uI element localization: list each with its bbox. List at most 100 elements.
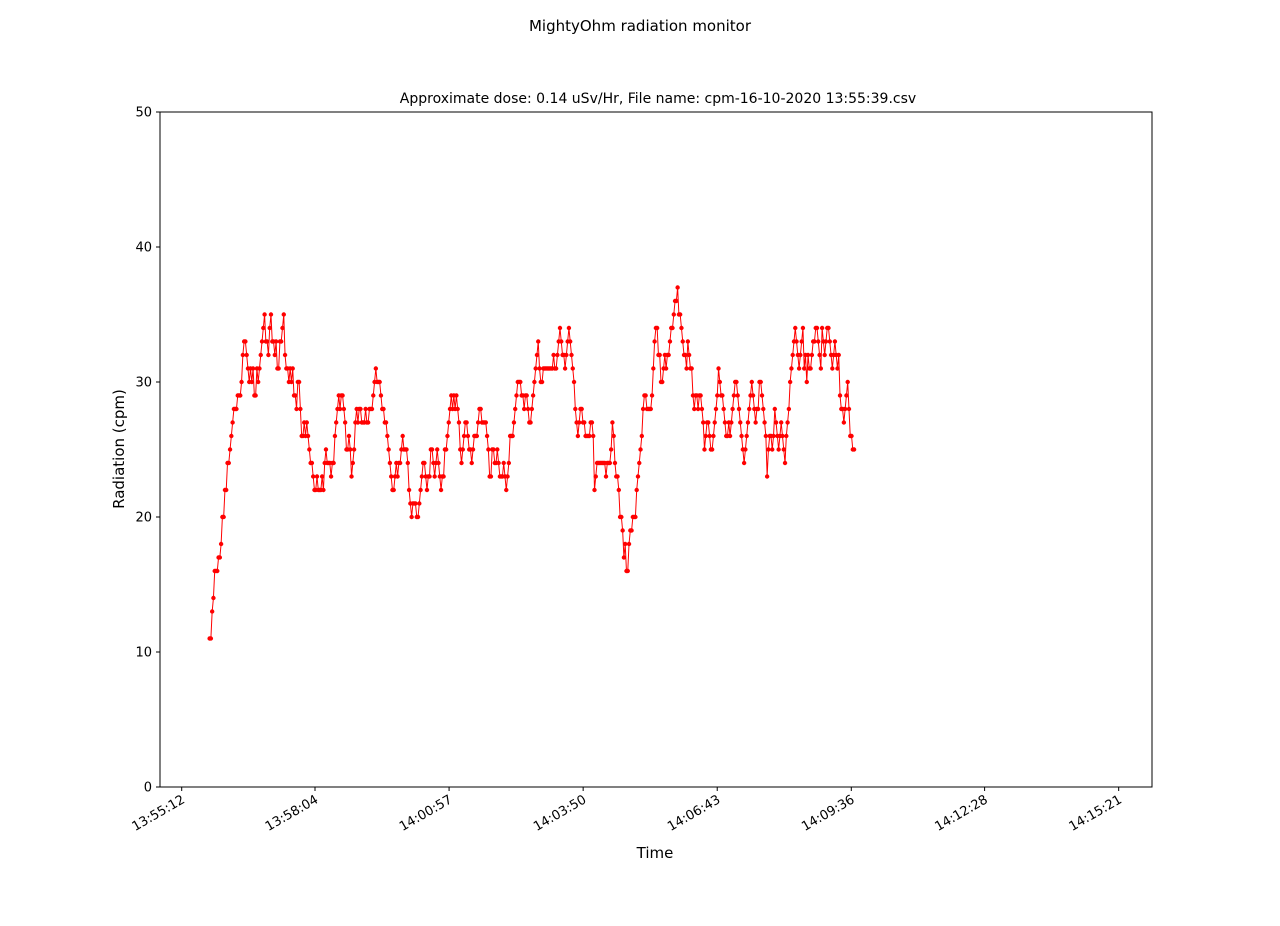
data-point: [674, 298, 679, 304]
data-point: [744, 433, 749, 439]
data-point: [536, 339, 541, 344]
data-point: [622, 541, 628, 547]
data-point: [712, 420, 717, 425]
data-point: [445, 433, 450, 439]
data-point: [626, 541, 632, 547]
data-point: [592, 487, 597, 493]
data-point: [331, 460, 336, 466]
data-point: [443, 447, 449, 452]
data-point: [266, 352, 271, 358]
data-point: [227, 447, 233, 452]
data-point: [258, 352, 263, 358]
data-point: [250, 366, 256, 371]
data-point: [832, 339, 838, 344]
series-group: [207, 285, 857, 641]
x-tick-label: 14:09:36: [799, 792, 857, 834]
data-point: [510, 433, 515, 439]
data-point: [532, 379, 537, 385]
data-point: [685, 339, 691, 344]
data-point: [432, 474, 437, 479]
data-point: [698, 393, 703, 398]
data-point: [784, 433, 789, 439]
data-point: [643, 393, 648, 398]
data-point: [518, 379, 523, 385]
data-point: [762, 420, 767, 425]
data-point: [377, 379, 382, 385]
data-point: [741, 460, 747, 466]
data-point: [506, 460, 512, 466]
data-point: [272, 352, 278, 358]
data-point: [501, 460, 506, 466]
data-point: [773, 420, 779, 425]
data-point: [215, 568, 220, 574]
data-point: [342, 420, 348, 425]
data-point: [282, 352, 288, 358]
data-point: [720, 393, 725, 398]
data-point: [845, 379, 850, 385]
data-point: [478, 406, 483, 412]
data-point: [533, 366, 538, 371]
data-point: [804, 379, 809, 385]
data-point: [465, 433, 471, 439]
data-point: [488, 474, 494, 479]
data-point: [521, 406, 527, 412]
data-point: [290, 366, 295, 371]
data-point: [332, 433, 338, 439]
data-point: [534, 352, 540, 358]
data-point: [648, 406, 653, 412]
data-point: [446, 420, 451, 425]
data-point: [419, 474, 425, 479]
data-point: [529, 406, 535, 412]
y-tick-label: 30: [135, 376, 152, 391]
data-point: [766, 447, 771, 452]
data-point: [381, 406, 386, 412]
data-point: [310, 474, 316, 479]
data-point: [568, 339, 573, 344]
data-point: [319, 474, 325, 479]
data-point: [397, 460, 403, 466]
data-point: [474, 433, 480, 439]
data-point: [289, 379, 294, 385]
data-point: [483, 420, 489, 425]
data-point: [837, 393, 843, 398]
data-point: [459, 460, 464, 466]
data-point: [764, 474, 770, 479]
data-point: [304, 420, 309, 425]
data-point: [243, 339, 248, 344]
data-point: [738, 420, 743, 425]
data-point: [747, 406, 752, 412]
data-point: [218, 541, 224, 547]
x-tick-label: 14:03:50: [531, 792, 589, 834]
data-point: [224, 487, 229, 493]
data-point: [511, 420, 517, 425]
data-point: [505, 474, 510, 479]
data-point: [734, 379, 739, 385]
data-point: [456, 420, 462, 425]
data-point: [261, 325, 266, 331]
data-point: [686, 352, 692, 358]
x-axis-label: Time: [636, 844, 674, 862]
data-point: [798, 352, 803, 358]
data-point: [475, 420, 481, 425]
data-point: [321, 487, 326, 493]
data-point: [814, 325, 820, 331]
data-point: [717, 379, 723, 385]
data-point: [348, 447, 353, 452]
data-point: [759, 393, 765, 398]
data-point: [800, 325, 806, 331]
data-point: [564, 352, 569, 358]
data-point: [638, 447, 643, 452]
data-point: [763, 433, 769, 439]
data-point: [830, 366, 835, 371]
data-point: [786, 406, 792, 412]
data-point: [787, 379, 793, 385]
data-point: [677, 312, 683, 317]
data-point: [340, 393, 345, 398]
data-point: [667, 339, 673, 344]
data-point: [749, 379, 754, 385]
data-point: [771, 433, 776, 439]
data-point: [209, 609, 215, 614]
data-point: [229, 433, 234, 439]
data-point: [273, 339, 279, 344]
